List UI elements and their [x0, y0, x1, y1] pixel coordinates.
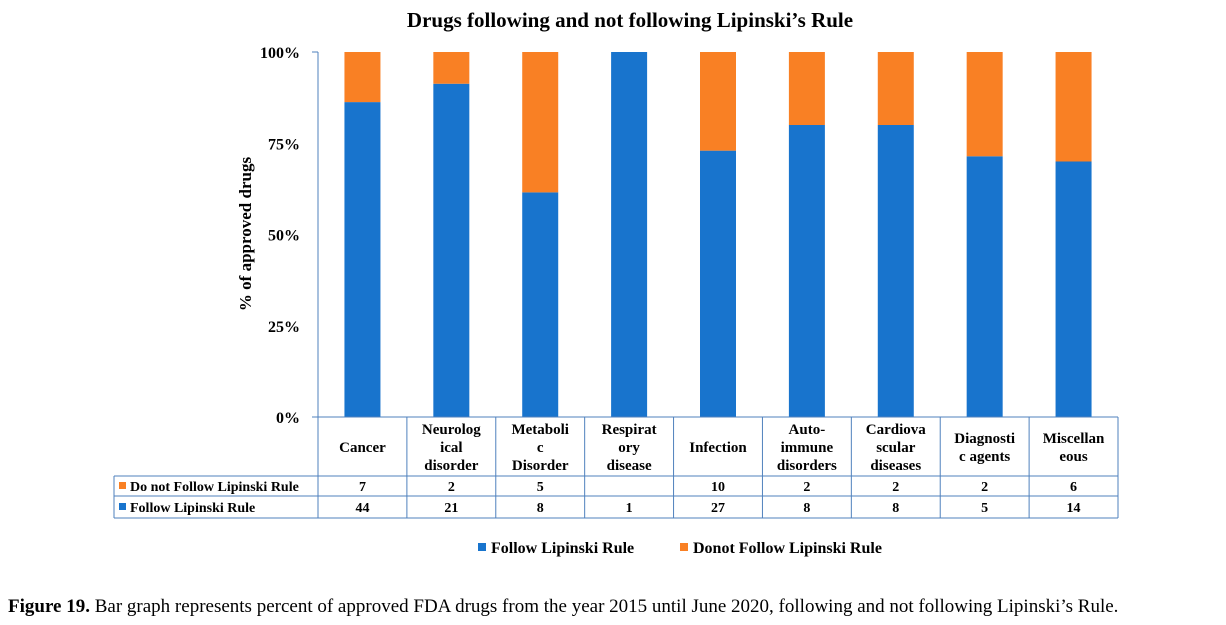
x-category-label-line: c: [537, 440, 544, 456]
x-category-label: Miscellan eous: [1043, 431, 1105, 465]
bar-follow: [1055, 161, 1092, 417]
x-category-label-line: Diagnosti: [954, 431, 1015, 447]
x-category-label-line: Respirat: [602, 422, 657, 438]
x-category-label-line: disease: [607, 458, 652, 474]
x-category-label-line: Infection: [689, 440, 747, 456]
table-value-not-follow: 2: [448, 480, 455, 495]
table-swatch-follow: [119, 503, 126, 510]
table-value-follow: 8: [892, 501, 899, 516]
y-tick-label: 100%: [260, 45, 300, 62]
bar-not-follow: [344, 52, 381, 103]
chart-title: Drugs following and not following Lipins…: [407, 8, 853, 32]
y-tick-label: 0%: [276, 410, 300, 427]
x-category-label-line: c agents: [959, 449, 1010, 465]
x-category-label-line: immune: [781, 440, 834, 456]
table-value-not-follow: 10: [711, 480, 725, 495]
table-value-follow: 14: [1067, 501, 1081, 516]
y-tick-label: 50%: [268, 228, 300, 245]
y-tick-label: 25%: [268, 319, 300, 336]
bar-follow: [522, 192, 559, 417]
x-category-label-line: disorder: [424, 458, 479, 474]
bar-not-follow: [877, 52, 914, 125]
table-row-label-follow: Follow Lipinski Rule: [130, 501, 255, 516]
table-value-follow: 27: [711, 501, 725, 516]
x-category-label: Cancer: [339, 440, 386, 456]
x-category-label-line: Neurolog: [422, 422, 481, 438]
table-value-follow: 8: [803, 501, 810, 516]
y-axis-title: % of approved drugs: [236, 157, 255, 312]
bar-follow: [788, 125, 825, 417]
x-category-label-line: disorders: [777, 458, 837, 474]
table-value-follow: 44: [355, 501, 369, 516]
x-category-label-line: Cancer: [339, 440, 386, 456]
x-category-label: Diagnosti c agents: [954, 431, 1015, 465]
x-category-label-line: Disorder: [512, 458, 569, 474]
bar-not-follow: [433, 52, 470, 84]
x-category-label-line: Auto-: [789, 422, 826, 438]
x-category-label-line: Miscellan: [1043, 431, 1105, 447]
x-category-label-line: ical: [440, 440, 463, 456]
table-value-not-follow: 6: [1070, 480, 1077, 495]
figure-caption: Figure 19. Bar graph represents percent …: [8, 596, 1222, 618]
x-category-label-line: ory: [618, 440, 640, 456]
table-value-follow: 5: [981, 501, 988, 516]
x-category-label-line: diseases: [870, 458, 921, 474]
x-category-label: Auto-immune disorders: [777, 422, 837, 474]
legend-swatch-follow: [478, 543, 486, 551]
table-value-follow: 21: [444, 501, 458, 516]
table-row-label-not-follow: Do not Follow Lipinski Rule: [130, 480, 299, 495]
x-category-label-line: Cardiova: [866, 422, 927, 438]
bar-not-follow: [700, 52, 736, 151]
table-value-not-follow: 2: [803, 480, 810, 495]
x-category-label: Respirat ory disease: [602, 422, 657, 474]
x-category-label-line: scular: [876, 440, 916, 456]
legend-swatch-not-follow: [680, 543, 688, 551]
x-category-label-line: Metaboli: [511, 422, 569, 438]
bar-follow: [344, 102, 381, 418]
figure-caption-text: Bar graph represents percent of approved…: [89, 596, 1119, 617]
table-swatch-not-follow: [119, 482, 126, 489]
x-category-label: Cardiova scular diseases: [866, 422, 927, 474]
bar-follow: [966, 156, 1003, 418]
table-value-not-follow: 2: [981, 480, 988, 495]
table-value-not-follow: 5: [537, 480, 544, 495]
bar-follow: [877, 125, 914, 417]
x-category-label: Infection: [689, 440, 747, 456]
x-category-label-line: eous: [1059, 449, 1088, 465]
table-value-follow: 8: [537, 501, 544, 516]
y-tick-label: 75%: [268, 136, 300, 153]
x-category-label: Metaboli c Disorder: [511, 422, 569, 474]
bar-not-follow: [966, 52, 1003, 157]
bar-follow: [700, 150, 736, 417]
bar-not-follow: [788, 52, 825, 125]
legend-label-not-follow: Donot Follow Lipinski Rule: [693, 540, 882, 557]
bar-follow: [433, 83, 470, 417]
table-value-not-follow: 2: [892, 480, 899, 495]
stacked-bar-chart: Drugs following and not following Lipins…: [113, 8, 1119, 557]
bar-not-follow: [522, 52, 559, 193]
figure-caption-label: Figure 19.: [8, 596, 90, 617]
bar-follow: [611, 52, 648, 417]
table-value-follow: 1: [626, 501, 633, 516]
legend-label-follow: Follow Lipinski Rule: [491, 540, 634, 557]
x-category-label: Neurolog ical disorder: [422, 422, 481, 474]
table-value-not-follow: 7: [359, 480, 366, 495]
bar-not-follow: [1055, 52, 1092, 162]
